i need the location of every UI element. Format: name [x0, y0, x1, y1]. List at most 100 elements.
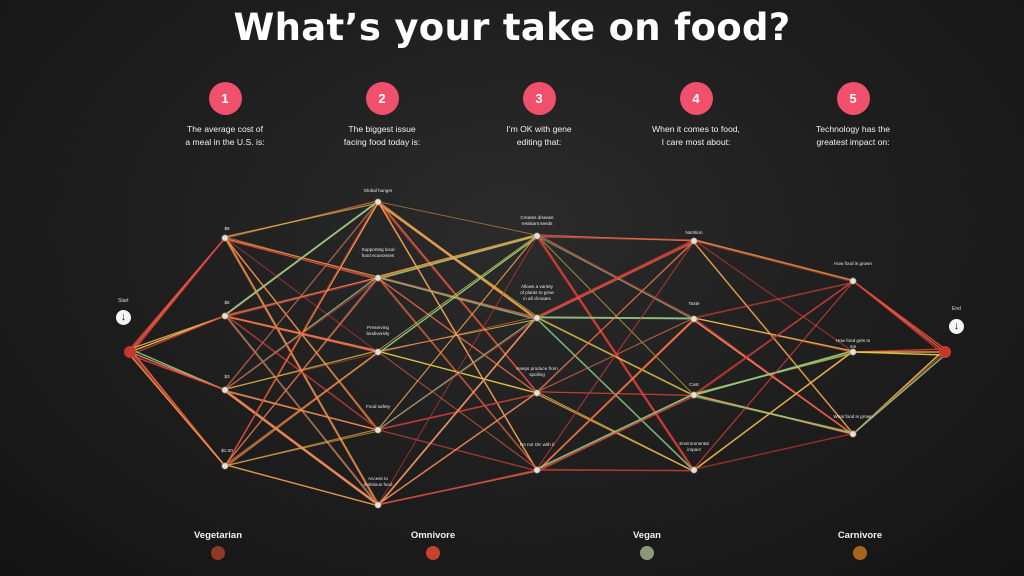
- thread: [852, 351, 946, 356]
- legend-item-vegan[interactable]: Vegan: [592, 530, 702, 560]
- answer-label: What food is grown: [833, 414, 873, 419]
- step-number-badge: 3: [522, 82, 556, 115]
- answer-peg[interactable]: [533, 314, 541, 322]
- step-number-badge: 4: [679, 82, 713, 115]
- thread: [377, 316, 538, 507]
- thread: [536, 234, 695, 396]
- answer-peg[interactable]: [374, 198, 382, 206]
- answer-peg[interactable]: [374, 501, 382, 509]
- answer-label: $1.00: [221, 448, 233, 453]
- thread: [536, 241, 695, 470]
- answer-label: Cost: [689, 382, 699, 387]
- answer-peg[interactable]: [849, 277, 857, 285]
- thread: [693, 239, 854, 353]
- answer-peg[interactable]: [221, 462, 229, 470]
- answer-label: $8: [224, 226, 230, 231]
- thread: [693, 317, 854, 352]
- answer-peg[interactable]: [533, 389, 541, 397]
- answer-label: Creates disease resistant seeds: [520, 215, 554, 226]
- thread: [536, 235, 695, 242]
- question-text: The average cost of a meal in the U.S. is…: [185, 124, 265, 147]
- question-3: 3 I’m OK with gene editing that:: [469, 82, 609, 149]
- answer-peg[interactable]: [374, 426, 382, 434]
- thread: [129, 354, 226, 467]
- thread: [224, 201, 379, 389]
- answer-label: How food is grown: [834, 261, 872, 266]
- end-knot: [939, 346, 951, 358]
- answer-peg[interactable]: [533, 232, 541, 240]
- thread: [536, 316, 695, 320]
- thread: [377, 316, 538, 354]
- answer-label: Food safety: [366, 404, 391, 409]
- thread: [377, 276, 538, 321]
- arrow-down-icon[interactable]: ↓: [116, 310, 131, 325]
- answer-label: $5: [224, 300, 230, 305]
- answer-peg[interactable]: [849, 348, 857, 356]
- answer-peg[interactable]: [221, 234, 229, 242]
- legend-swatch: [853, 546, 867, 560]
- thread: [377, 318, 538, 352]
- answer-peg[interactable]: [849, 430, 857, 438]
- question-5: 5 Technology has the greatest impact on:: [783, 82, 923, 149]
- arrow-down-icon[interactable]: ↓: [949, 319, 964, 334]
- thread: [377, 469, 538, 506]
- step-number-badge: 1: [208, 82, 242, 115]
- thread: [693, 432, 854, 470]
- answer-label: I’m not OK with it: [520, 442, 555, 447]
- thread: [224, 276, 379, 466]
- question-text: Technology has the greatest impact on:: [815, 124, 891, 147]
- thread: [693, 317, 854, 436]
- thread: [224, 200, 379, 316]
- thread: [693, 281, 854, 469]
- thread: [852, 354, 946, 435]
- thread: [377, 234, 538, 278]
- thread: [536, 468, 695, 472]
- legend-swatch: [640, 546, 654, 560]
- answer-peg[interactable]: [690, 315, 698, 323]
- thread: [536, 240, 695, 394]
- thread: [693, 350, 854, 471]
- thread: [129, 315, 226, 356]
- answer-peg[interactable]: [221, 312, 229, 320]
- answer-peg[interactable]: [690, 237, 698, 245]
- thread: [224, 276, 379, 318]
- start-label: Start: [118, 298, 129, 304]
- legend-item-carnivore[interactable]: Carnivore: [805, 530, 915, 560]
- thread: [377, 316, 538, 431]
- thread: [693, 238, 854, 282]
- thread: [536, 320, 695, 471]
- thread: [224, 351, 379, 468]
- legend-swatch: [211, 546, 225, 560]
- answer-peg[interactable]: [374, 348, 382, 356]
- answer-peg[interactable]: [533, 466, 541, 474]
- question-1: 1 The average cost of a meal in the U.S. …: [155, 82, 295, 149]
- thread: [852, 280, 946, 356]
- thread-layer: [129, 200, 946, 507]
- step-number-badge: 2: [365, 82, 399, 115]
- thread: [224, 278, 379, 318]
- legend-item-vegetarian[interactable]: Vegetarian: [163, 530, 273, 560]
- answer-label: Keeps produce from spoiling: [516, 366, 558, 377]
- answer-peg[interactable]: [690, 391, 698, 399]
- answer-peg[interactable]: [690, 466, 698, 474]
- legend-item-omnivore[interactable]: Omnivore: [378, 530, 488, 560]
- thread: [377, 236, 538, 355]
- answer-label: Environmental impact: [679, 441, 708, 452]
- question-text: The biggest issue facing food today is:: [343, 124, 421, 147]
- node-layer: $8 $5 $3 $1.00 Global hunger Supporting local…: [124, 188, 951, 509]
- answer-peg[interactable]: [221, 386, 229, 394]
- thread: [224, 428, 379, 467]
- thread: [693, 281, 854, 319]
- thread: [377, 234, 538, 430]
- page-title: What’s your take on food?: [233, 6, 791, 49]
- answer-label: Nutrition: [685, 230, 703, 235]
- thread: [536, 236, 695, 472]
- answer-peg[interactable]: [374, 274, 382, 282]
- thread: [377, 276, 538, 319]
- thread: [693, 349, 854, 396]
- thread: [224, 389, 379, 505]
- thread: [224, 202, 379, 238]
- start-knot: [124, 346, 136, 358]
- thread: [693, 240, 854, 283]
- end-label: End: [952, 306, 961, 312]
